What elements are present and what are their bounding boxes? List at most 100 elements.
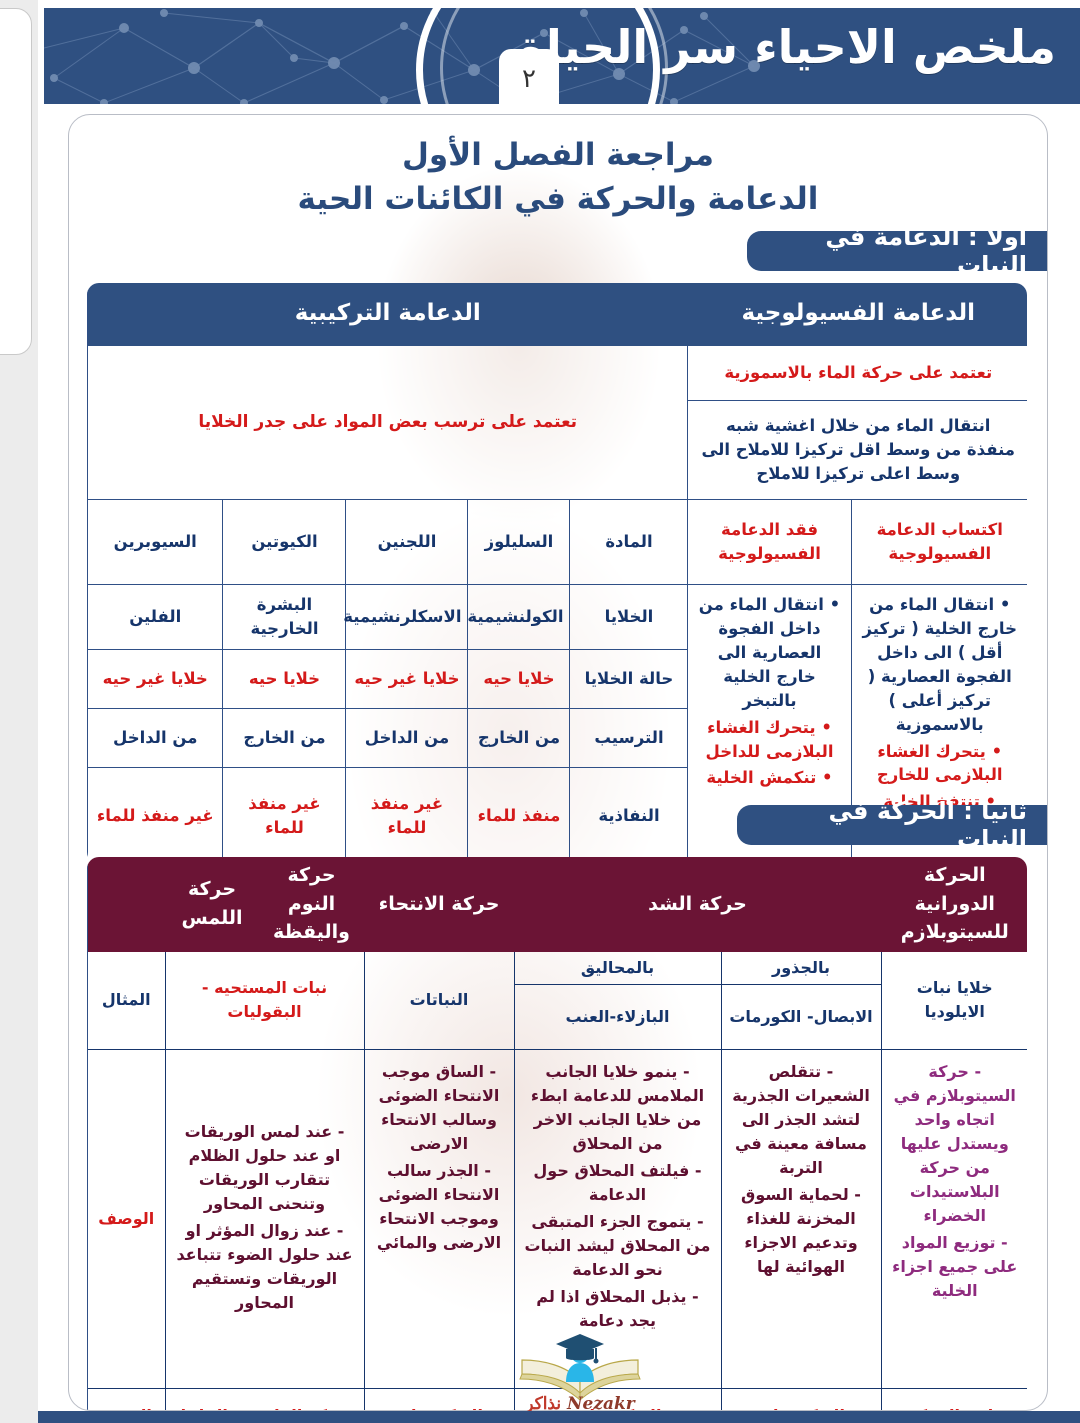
header-structural-support: الدعامة التركيبية [86,283,689,346]
example-cyclosis: خلايا نبات الايلوديا [880,950,1027,1050]
physiological-definition-long: انتقال الماء من خلال اغشية شبه منفذة من … [687,400,1027,500]
table-row-reason: ذاتية الحركة الاوكسينات الاوكسينات الاوك… [87,1387,1027,1410]
cell: غير منفذ للماء [222,767,347,864]
header-physiological-support: الدعامة الفسيولوجية [687,283,1027,346]
document-title-line1: مراجعة الفصل الأول [402,137,714,173]
row-label-reason: السبب [87,1387,166,1410]
example-tendrils-subheader: بالمحاليق [513,950,722,985]
example-touch-sleep: نبات المستحيه - البقوليات [164,950,365,1050]
cell: غير منفذ للماء [345,767,469,864]
page-number-badge: ٢ [499,49,559,104]
list-item: • يتحرك الغشاء البلازمى للخارج [876,741,1003,785]
list-item: - الساق موجب الانتحاء الضوئى وسالب الانت… [378,1061,500,1153]
header-cyclosis-movement: الحركة الدورانية للسيتوبلازم [880,856,1027,952]
bottom-strip [38,1411,1080,1423]
cell: من الخارج [467,708,571,768]
cell: منفذ للماء [467,767,571,864]
content-card: مراجعة الفصل الأول الدعامة والحركة في ال… [68,114,1048,1411]
banner-arc [416,8,660,104]
col-header-lignin: اللجنين [345,499,469,585]
col-header-gain-support: اكتساب الدعامة الفسيولوجية [850,499,1027,585]
table-row-subheaders: اكتساب الدعامة الفسيولوجية فقد الدعامة ا… [86,499,1027,585]
table-row-permeability: النفاذية منفذ للماء غير منفذ للماء غير م… [86,767,1027,864]
cell: من الخارج [222,708,347,768]
example-roots-subheader: بالجذور [720,950,882,985]
list-item: - ينمو خلايا الجانب الملامس للدعامة ابطء… [530,1061,705,1153]
header-row-label-blank [87,856,166,952]
cell: خلايا حيه [467,649,571,709]
cell: غير منفذ للماء [86,767,224,864]
list-item: - الجذر سالب الانتحاء الضوئى وموجب الانت… [376,1160,502,1252]
row-label-example: المثال [87,950,166,1050]
list-item: - توزيع المواد على جميع اجزاء الخلية [892,1232,1018,1300]
reason-tropism: الاوكسينات [363,1387,515,1410]
table-row-maroon-headers: الحركة الدورانية للسيتوبلازم حركة الشد ح… [87,856,1027,952]
header-sleep-wake-movement: حركة النوم واليقظة [258,856,365,952]
table-row-deposition: الترسيب من الخارج من الداخل من الخارج من… [86,708,1027,768]
cell: الاسكلرنشيمية [343,584,469,650]
cell: البشرة الخارجية [222,584,347,650]
table-row-definition-1: تعتمد على حركة الماء بالاسموزية تعتمد عل… [86,345,1027,500]
page-banner: ملخص الاحياء سر الحياة ٢ [44,8,1080,104]
section-1-pill: أولاً : الدعامة في النبات [747,223,1047,279]
description-tropism: - الساق موجب الانتحاء الضوئى وسالب الانت… [363,1048,515,1389]
list-item: - فيلتف المحلاق حول الدعامة [533,1160,702,1204]
list-item: - عند زوال المؤثر او عند حلول الضوء تتبا… [176,1220,353,1312]
reason-shad-roots: الاوكسينات [720,1387,882,1410]
row-label-description: الوصف [87,1048,166,1389]
cell: خلايا حيه [222,649,347,709]
movement-in-plants-table: الحركة الدورانية للسيتوبلازم حركة الشد ح… [85,855,1029,1410]
description-shad-roots: - تتقلص الشعيرات الجذرية لتشد الجذر الى … [720,1048,882,1389]
page-left-rail [0,0,38,1423]
support-in-plants-table: الدعامة الفسيولوجية الدعامة التركيبية تع… [84,281,1029,866]
row-label-cells: الخلايا [569,584,689,650]
col-header-cellulose: السليلوز [467,499,571,585]
row-label-cell-state: حالة الخلايا [569,649,689,709]
description-shad-tendrils: - ينمو خلايا الجانب الملامس للدعامة ابطء… [513,1048,722,1389]
example-roots-value: الابصال- الكورمات [720,983,882,1050]
col-header-cutin: الكيوتين [222,499,347,585]
physiological-definition-short: تعتمد على حركة الماء بالاسموزية [687,345,1027,401]
col-header-suberin: السيوبرين [86,499,224,585]
col-header-loss-support: فقد الدعامة الفسيولوجية [687,499,852,585]
structural-definition: تعتمد على ترسب بعض المواد على جدر الخلاي… [86,345,689,500]
description-cyclosis: - حركة السيتوبلازم في اتجاه واحد ويستدل … [880,1048,1027,1389]
list-item: • تنكمش الخلية [706,768,833,788]
section-2-pill: ثانياً : الحركة في النبات [737,797,1047,853]
list-item: - تتقلص الشعيرات الجذرية لتشد الجذر الى … [732,1061,870,1177]
example-tropism: النباتات [363,950,515,1050]
row-label-deposition: الترسيب [569,708,689,768]
page-title: ملخص الاحياء سر الحياة [518,20,1056,74]
table-row-definition-2: انتقال الماء من خلال اغشية شبه منفذة من … [87,400,1027,500]
document-title: مراجعة الفصل الأول الدعامة والحركة في ال… [69,133,1047,221]
header-contraction-movement: حركة الشد [513,856,882,952]
list-item: • انتقال الماء من خارج الخلية ( تركيز أق… [862,595,1018,734]
cell: الكولنشيمية [467,584,571,650]
table-row-example-subheaders: خلايا نبات الايلوديا بالجذور بالمحاليق ا… [87,950,1027,1050]
list-item: • يتحرك الغشاء البلازمى للداخل [705,717,834,761]
header-tropism-movement: حركة الانتحاء [363,856,515,952]
row-label-permeability: النفاذية [569,767,689,864]
list-item: - يتموج الجزء المتبقى من المحلاق ليشد ال… [524,1211,711,1279]
reason-shad-tendrils: الاوكسينات [513,1387,722,1410]
table-row-cells: • انتقال الماء من خارج الخلية ( تركيز أق… [86,584,1027,864]
cell: خلايا غير حيه [86,649,224,709]
cell: خلايا غير حيه [345,649,469,709]
list-item: - عند لمس الوريقات او عند حلول الظلام تت… [184,1121,345,1213]
table-row-example-values: الابصال- الكورمات البازلاء-العنب [87,983,1027,1050]
reason-touch-sleep: حركة الماء بين الخلايا [164,1387,365,1410]
left-rail-card [0,8,32,355]
reason-cyclosis: ذاتية الحركة [880,1387,1027,1410]
cell: من الداخل [345,708,469,768]
document-title-line2: الدعامة والحركة في الكائنات الحية [297,181,819,218]
cell: من الداخل [86,708,224,768]
list-item: • انتقال الماء من داخل الفجوة العصارية ا… [698,595,841,710]
list-item: - حركة السيتوبلازم في اتجاه واحد ويستدل … [893,1061,1016,1225]
header-touch-movement: حركة اللمس [164,856,260,952]
page-sheet: ملخص الاحياء سر الحياة ٢ مراجعة الفصل ال… [38,0,1080,1423]
list-item: - لحماية السوق المخزنة للغذاء وتدعيم الا… [741,1184,861,1276]
cell: الفلين [86,584,224,650]
col-header-material: المادة [569,499,689,585]
table-row-description: - حركة السيتوبلازم في اتجاه واحد ويستدل … [87,1048,1027,1389]
example-tendrils-value: البازلاء-العنب [513,983,722,1050]
